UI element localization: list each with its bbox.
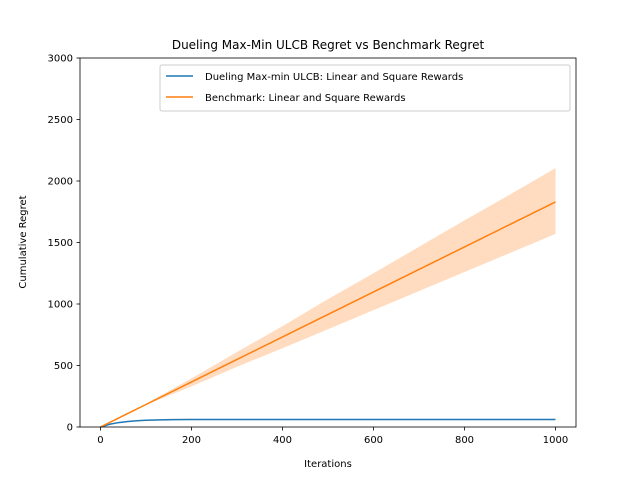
x-tick-label: 200 [182, 435, 201, 446]
y-tick-label: 1000 [48, 300, 73, 311]
legend-box [159, 64, 571, 112]
y-axis-label: Cumulative Regret [18, 195, 29, 288]
plot-area: 0 200 400 600 800 1000 0 500 1000 1500 2000 2500 300… [48, 54, 577, 446]
series-1-line [100, 201, 556, 428]
y-tick-label: 1500 [48, 238, 73, 249]
x-tick-label: 600 [364, 435, 383, 446]
y-tick-label: 3000 [48, 54, 73, 65]
legend-label-series-0: Dueling Max-min ULCB: Linear and Square … [205, 72, 463, 83]
y-tick-label: 500 [54, 361, 73, 372]
x-tick-label: 1000 [543, 435, 568, 446]
y-tick-label: 2000 [48, 177, 73, 188]
x-tick-label: 800 [455, 435, 474, 446]
y-tick-label: 0 [67, 423, 73, 434]
series-0-line [100, 418, 556, 428]
x-axis-label: Iterations [304, 459, 352, 470]
x-tick-label: 0 [97, 435, 103, 446]
y-tick-label: 2500 [48, 115, 73, 126]
chart-title: Dueling Max-Min ULCB Regret vs Benchmark… [172, 38, 485, 52]
legend-label-series-1: Benchmark: Linear and Square Rewards [205, 93, 406, 104]
x-tick-label: 400 [273, 435, 292, 446]
legend: Dueling Max-min ULCB: Linear and Square … [159, 64, 571, 112]
